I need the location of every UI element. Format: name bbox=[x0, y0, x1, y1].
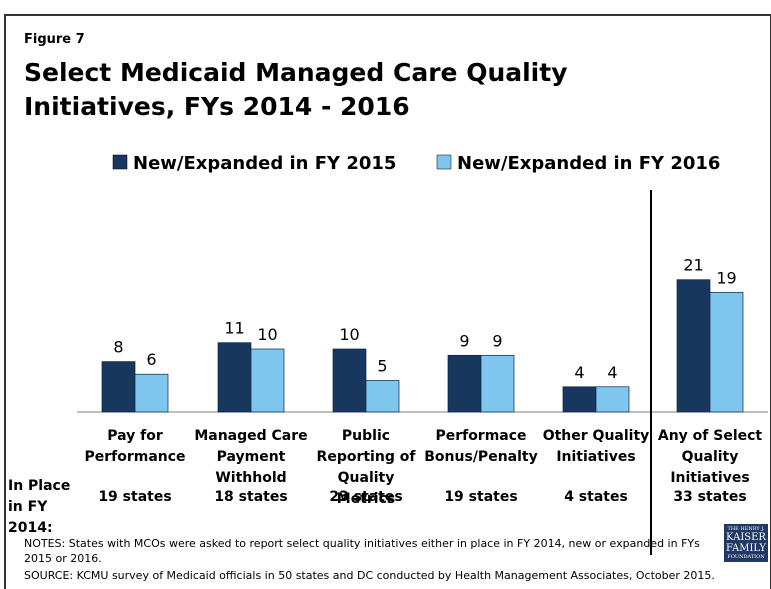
bar bbox=[447, 354, 482, 413]
in-place-label: 33 states bbox=[673, 489, 747, 505]
in-place-label: 23 states bbox=[329, 489, 403, 505]
legend-swatch bbox=[112, 154, 128, 170]
data-label: 19 bbox=[716, 268, 736, 287]
data-label: 8 bbox=[113, 338, 123, 357]
source: SOURCE: KCMU survey of Medicaid official… bbox=[24, 569, 715, 582]
bar bbox=[101, 361, 136, 413]
bar bbox=[332, 348, 367, 413]
logo: THE HENRY J. KAISER FAMILY FOUNDATION bbox=[724, 524, 768, 562]
logo-text: FOUNDATION bbox=[727, 554, 765, 560]
bar bbox=[676, 279, 711, 413]
bar bbox=[134, 373, 169, 413]
data-label: 6 bbox=[146, 350, 156, 369]
legend-label: New/Expanded in FY 2015 bbox=[133, 153, 396, 174]
data-label: 9 bbox=[492, 331, 502, 350]
data-label: 10 bbox=[339, 325, 359, 344]
legend-swatch bbox=[436, 154, 452, 170]
in-place-label: 4 states bbox=[564, 489, 628, 505]
notes: NOTES: States with MCOs were asked to re… bbox=[24, 537, 700, 565]
data-label: 4 bbox=[574, 363, 584, 382]
data-label: 5 bbox=[377, 357, 387, 376]
x-tick-label: Pay for Performance bbox=[84, 428, 186, 465]
data-label: 21 bbox=[683, 256, 703, 275]
row-label: In Place in FY 2014: bbox=[8, 478, 71, 536]
logo-text: KAISER bbox=[726, 532, 766, 543]
bar bbox=[562, 386, 597, 413]
bar bbox=[365, 380, 400, 413]
bar bbox=[480, 354, 515, 413]
x-tick-label: Managed Care Payment Withhold bbox=[194, 428, 308, 486]
bar bbox=[250, 348, 285, 413]
legend-label: New/Expanded in FY 2016 bbox=[457, 153, 720, 174]
logo-text: FAMILY bbox=[725, 543, 767, 554]
logo-text: THE HENRY J. bbox=[727, 526, 765, 532]
figure-label: Figure 7 bbox=[24, 32, 85, 47]
in-place-label: 19 states bbox=[444, 489, 518, 505]
data-label: 4 bbox=[607, 363, 617, 382]
data-label: 9 bbox=[459, 331, 469, 350]
x-tick-label: Public Reporting of Quality Metrics bbox=[316, 428, 416, 507]
bar bbox=[217, 342, 252, 413]
data-label: 10 bbox=[257, 325, 277, 344]
bar bbox=[709, 291, 744, 413]
in-place-label: 18 states bbox=[214, 489, 288, 505]
data-label: 11 bbox=[224, 319, 244, 338]
x-tick-label: Performace Bonus/Penalty bbox=[424, 428, 538, 465]
x-tick-label: Other Quality Initiatives bbox=[542, 428, 650, 465]
x-tick-label: Any of Select Quality Initiatives bbox=[657, 428, 763, 486]
in-place-label: 19 states bbox=[98, 489, 172, 505]
chart-title: Select Medicaid Managed Care Quality Ini… bbox=[24, 58, 568, 121]
bar bbox=[595, 386, 630, 413]
